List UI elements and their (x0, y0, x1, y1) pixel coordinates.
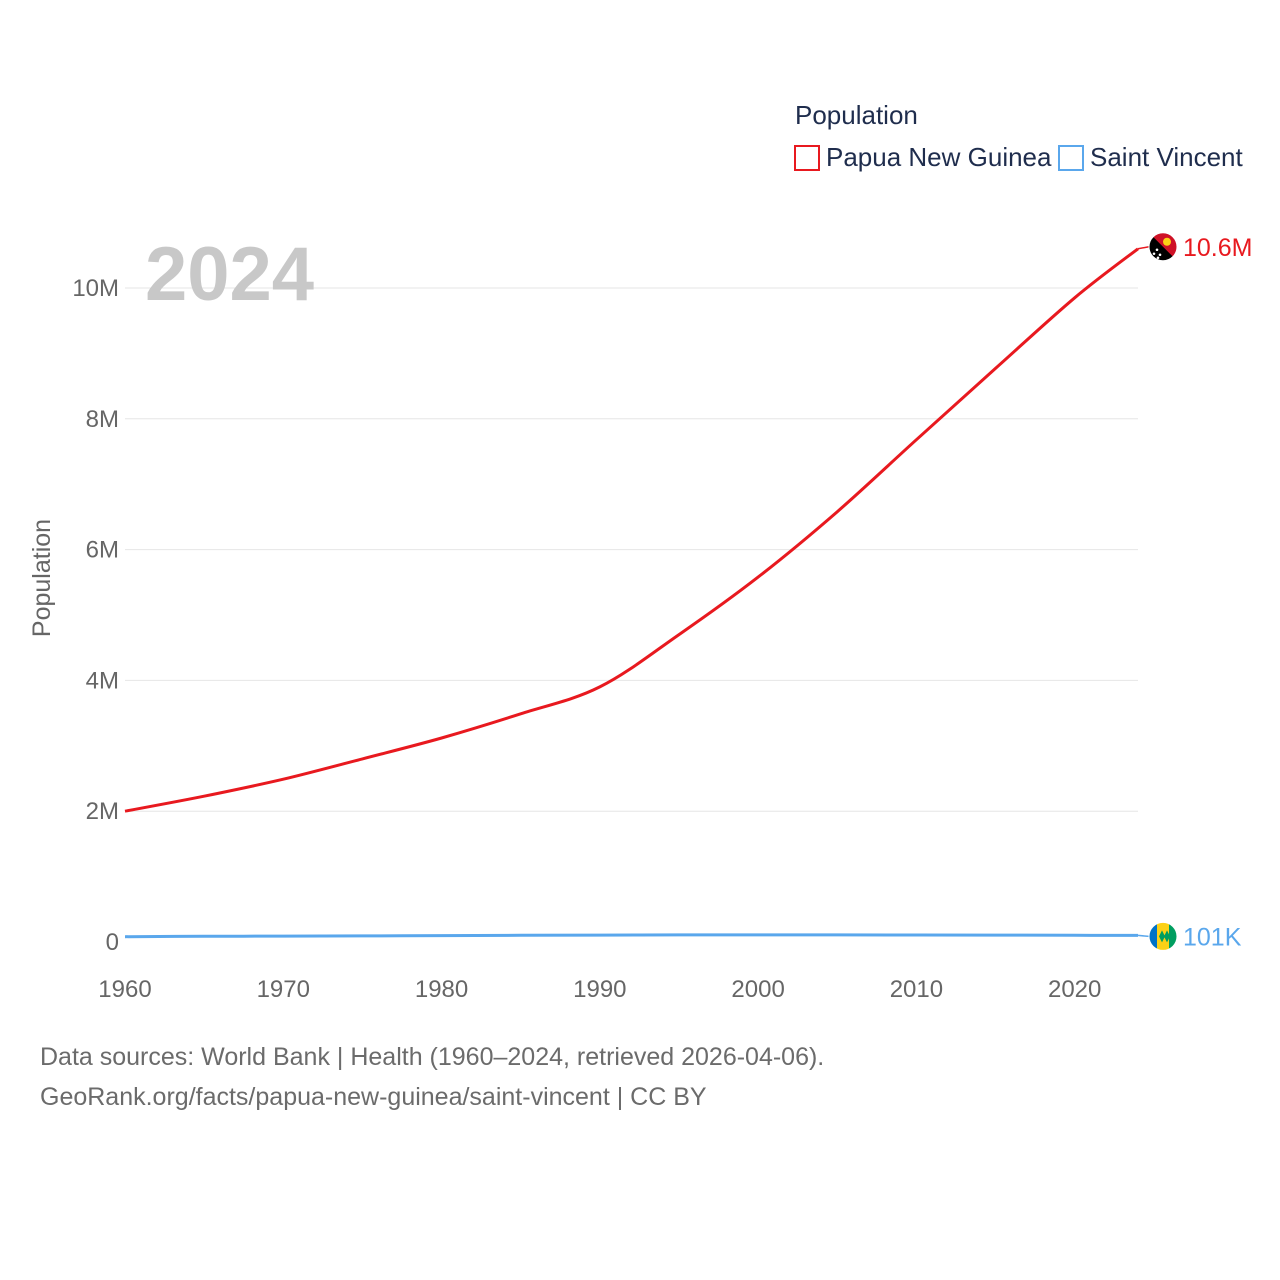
series-line-saint-vincent[interactable] (124, 933, 1139, 939)
series-end-markers: 10.6M 101K (1137, 232, 1252, 951)
y-axis-ticks: 0 2M 4M 6M 8M 10M (72, 275, 119, 956)
population-line-chart: 0 2M 4M 6M 8M 10M 1960 1970 1980 1990 2000 2010 202… (28, 100, 1252, 1003)
papua-new-guinea-flag-icon (1148, 232, 1178, 262)
end-connector-papua-new-guinea (1137, 246, 1150, 250)
y-tick-label: 0 (106, 929, 119, 956)
legend-item-papua-new-guinea[interactable]: Papua New Guinea (794, 142, 1052, 172)
saint-vincent-flag-icon (1148, 921, 1178, 951)
legend-swatch-saint-vincent (1058, 145, 1084, 171)
x-tick-label: 2010 (890, 976, 943, 1003)
y-tick-label: 2M (86, 798, 119, 825)
x-tick-label: 1970 (257, 976, 310, 1003)
legend-title: Population (795, 100, 918, 130)
x-tick-label: 1980 (415, 976, 468, 1003)
legend: Population Papua New Guinea Saint Vincen… (794, 100, 1244, 172)
legend-label-saint-vincent: Saint Vincent (1090, 142, 1244, 172)
x-tick-label: 2000 (731, 976, 784, 1003)
end-connector-saint-vincent (1137, 934, 1150, 938)
x-axis-ticks: 1960 1970 1980 1990 2000 2010 2020 (98, 976, 1101, 1003)
end-value-label-saint-vincent: 101K (1183, 923, 1242, 951)
x-tick-label: 1990 (573, 976, 626, 1003)
current-year-label: 2024 (145, 232, 314, 317)
x-tick-label: 1960 (98, 976, 151, 1003)
x-tick-label: 2020 (1048, 976, 1101, 1003)
end-value-label-papua-new-guinea: 10.6M (1183, 234, 1252, 262)
y-axis-title: Population (28, 519, 56, 637)
series-lines (124, 247, 1139, 939)
y-tick-label: 6M (86, 537, 119, 564)
y-tick-label: 8M (86, 406, 119, 433)
footer-attribution-link[interactable]: GeoRank.org/facts/papua-new-guinea/saint… (40, 1083, 707, 1111)
legend-label-papua-new-guinea: Papua New Guinea (826, 142, 1052, 172)
y-tick-label: 10M (72, 275, 119, 302)
footer-source-text: Data sources: World Bank | Health (1960–… (40, 1043, 825, 1071)
legend-swatch-papua-new-guinea (794, 145, 820, 171)
series-line-papua-new-guinea[interactable] (124, 247, 1139, 813)
grid-lines (125, 287, 1138, 812)
y-tick-label: 4M (86, 667, 119, 694)
legend-item-saint-vincent[interactable]: Saint Vincent (1058, 142, 1244, 172)
